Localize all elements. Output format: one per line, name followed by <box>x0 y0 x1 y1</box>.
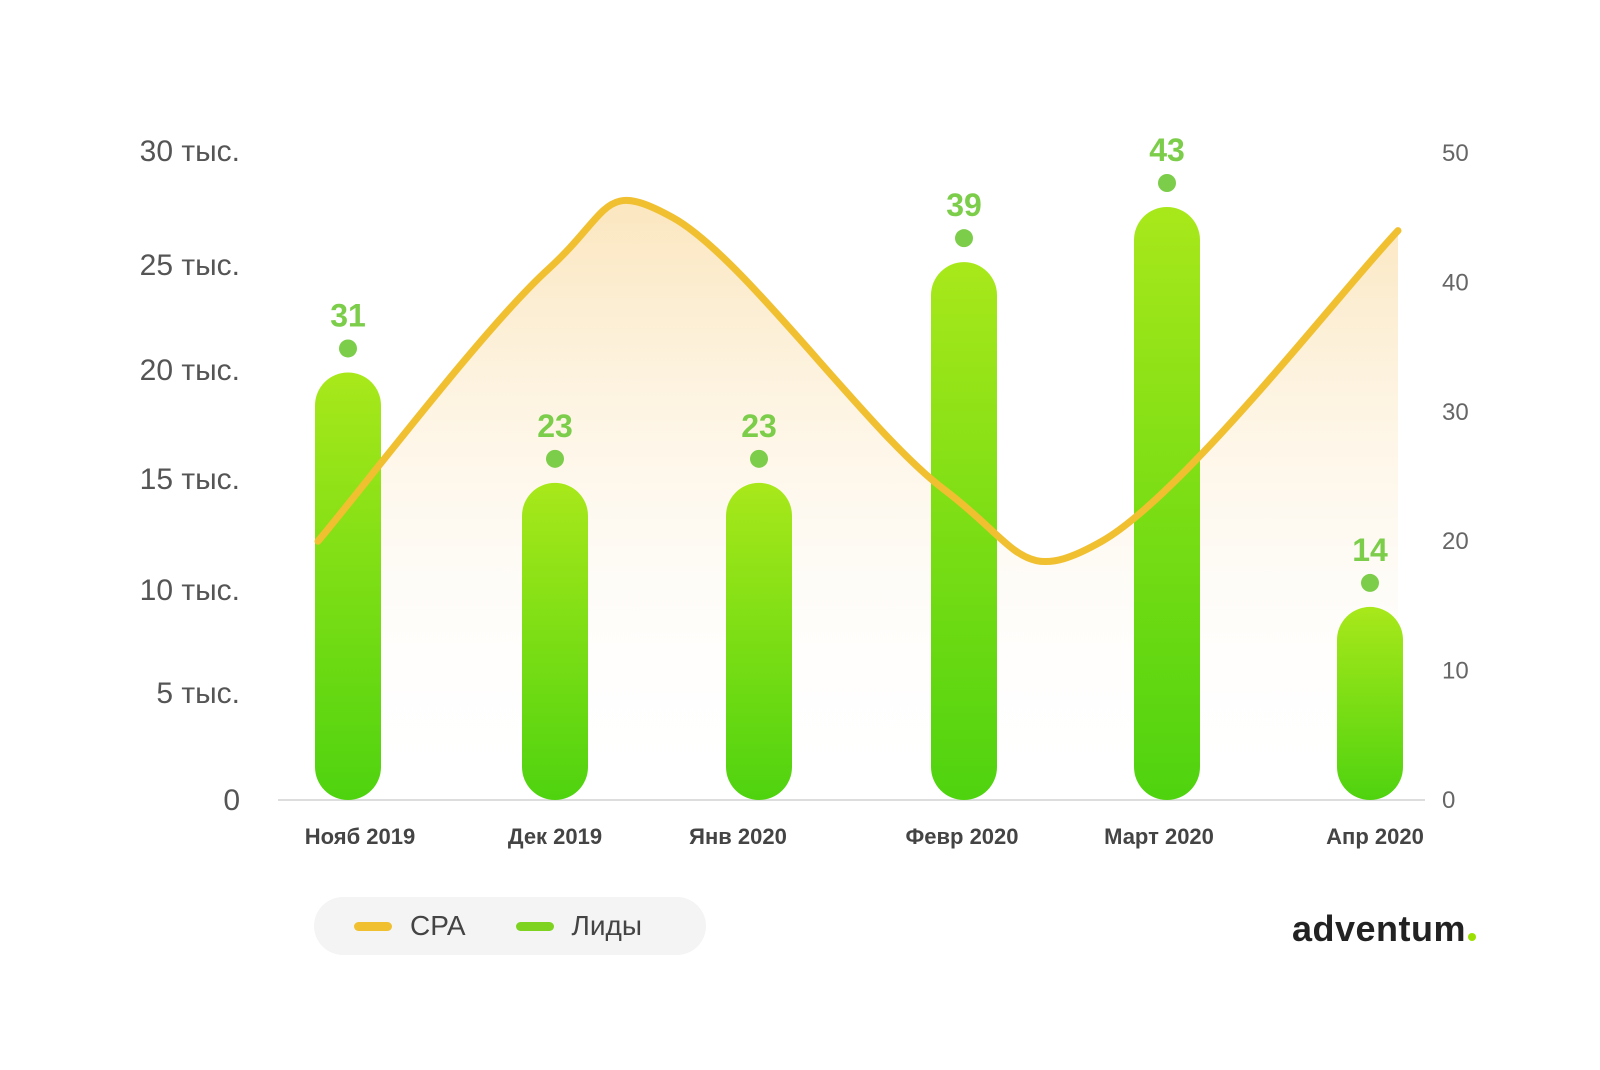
y-right-tick-20: 20 <box>1442 528 1469 555</box>
data-label-5: 14 <box>1352 532 1388 568</box>
y-right-tick-50: 50 <box>1442 140 1469 167</box>
data-label-1: 23 <box>537 408 573 444</box>
data-labels-layer: 31 23 23 39 43 14 <box>330 132 1388 592</box>
bar-leads-0[interactable] <box>315 372 381 800</box>
data-label-4: 43 <box>1149 132 1185 168</box>
y-axis-left: 0 5 тыс. 10 тыс. 15 тыс. 20 тыс. 25 тыс. 30 ты… <box>140 135 240 817</box>
y-right-tick-0: 0 <box>1442 787 1455 814</box>
x-tick-5: Апр 2020 <box>1326 824 1424 849</box>
legend-swatch-cpa <box>354 921 392 931</box>
y-left-tick-20000: 20 тыс. <box>140 354 240 387</box>
y-left-tick-30000: 30 тыс. <box>140 135 240 168</box>
legend-swatch-leads <box>515 921 554 931</box>
bar-leads-2[interactable] <box>726 482 792 800</box>
y-axis-right: 0 10 20 30 40 50 <box>1442 140 1469 814</box>
legend-label-cpa: CPA <box>410 910 466 941</box>
y-right-tick-30: 30 <box>1442 399 1469 426</box>
x-axis-ticks: Нояб 2019 Дек 2019 Янв 2020 Февр 2020 Март 2… <box>305 824 1424 849</box>
x-tick-0: Нояб 2019 <box>305 824 416 849</box>
x-tick-4: Март 2020 <box>1104 824 1214 849</box>
y-left-tick-10000: 10 тыс. <box>140 574 240 607</box>
legend-label-leads: Лиды <box>571 910 642 941</box>
bar-marker-dot-0 <box>339 339 357 358</box>
bar-leads-3[interactable] <box>931 262 997 800</box>
y-right-tick-10: 10 <box>1442 658 1469 685</box>
legend-item-leads[interactable]: Лиды <box>515 910 642 942</box>
bar-marker-dot-1 <box>546 449 564 468</box>
data-label-0: 31 <box>330 297 366 333</box>
legend-item-cpa[interactable]: CPA <box>354 910 466 942</box>
bar-marker-dot-2 <box>750 449 768 468</box>
x-tick-2: Янв 2020 <box>689 824 787 849</box>
data-label-2: 23 <box>741 408 777 444</box>
cpa-area-fill <box>318 200 1398 801</box>
bar-marker-dot-5 <box>1361 573 1379 592</box>
logo-text: adventum <box>1292 908 1467 949</box>
legend: CPA Лиды <box>314 897 706 955</box>
y-right-tick-40: 40 <box>1442 269 1469 296</box>
cpa-area <box>318 200 1398 801</box>
adventum-logo: adventum <box>1292 908 1477 950</box>
y-left-tick-5000: 5 тыс. <box>156 677 240 710</box>
y-left-tick-25000: 25 тыс. <box>140 249 240 282</box>
y-left-tick-15000: 15 тыс. <box>140 463 240 496</box>
x-tick-3: Февр 2020 <box>905 824 1018 849</box>
cpa-line-layer <box>314 197 1402 566</box>
bar-marker-dot-3 <box>955 229 973 248</box>
bar-marker-dot-4 <box>1158 174 1176 192</box>
cpa-line[interactable] <box>314 197 1402 566</box>
x-tick-1: Дек 2019 <box>508 824 602 849</box>
bar-leads-5[interactable] <box>1337 606 1403 800</box>
data-label-3: 39 <box>946 187 982 223</box>
bar-leads-4[interactable] <box>1134 207 1200 800</box>
bar-leads-1[interactable] <box>522 482 588 800</box>
y-left-tick-0: 0 <box>223 784 240 817</box>
logo-dot <box>1468 933 1477 941</box>
